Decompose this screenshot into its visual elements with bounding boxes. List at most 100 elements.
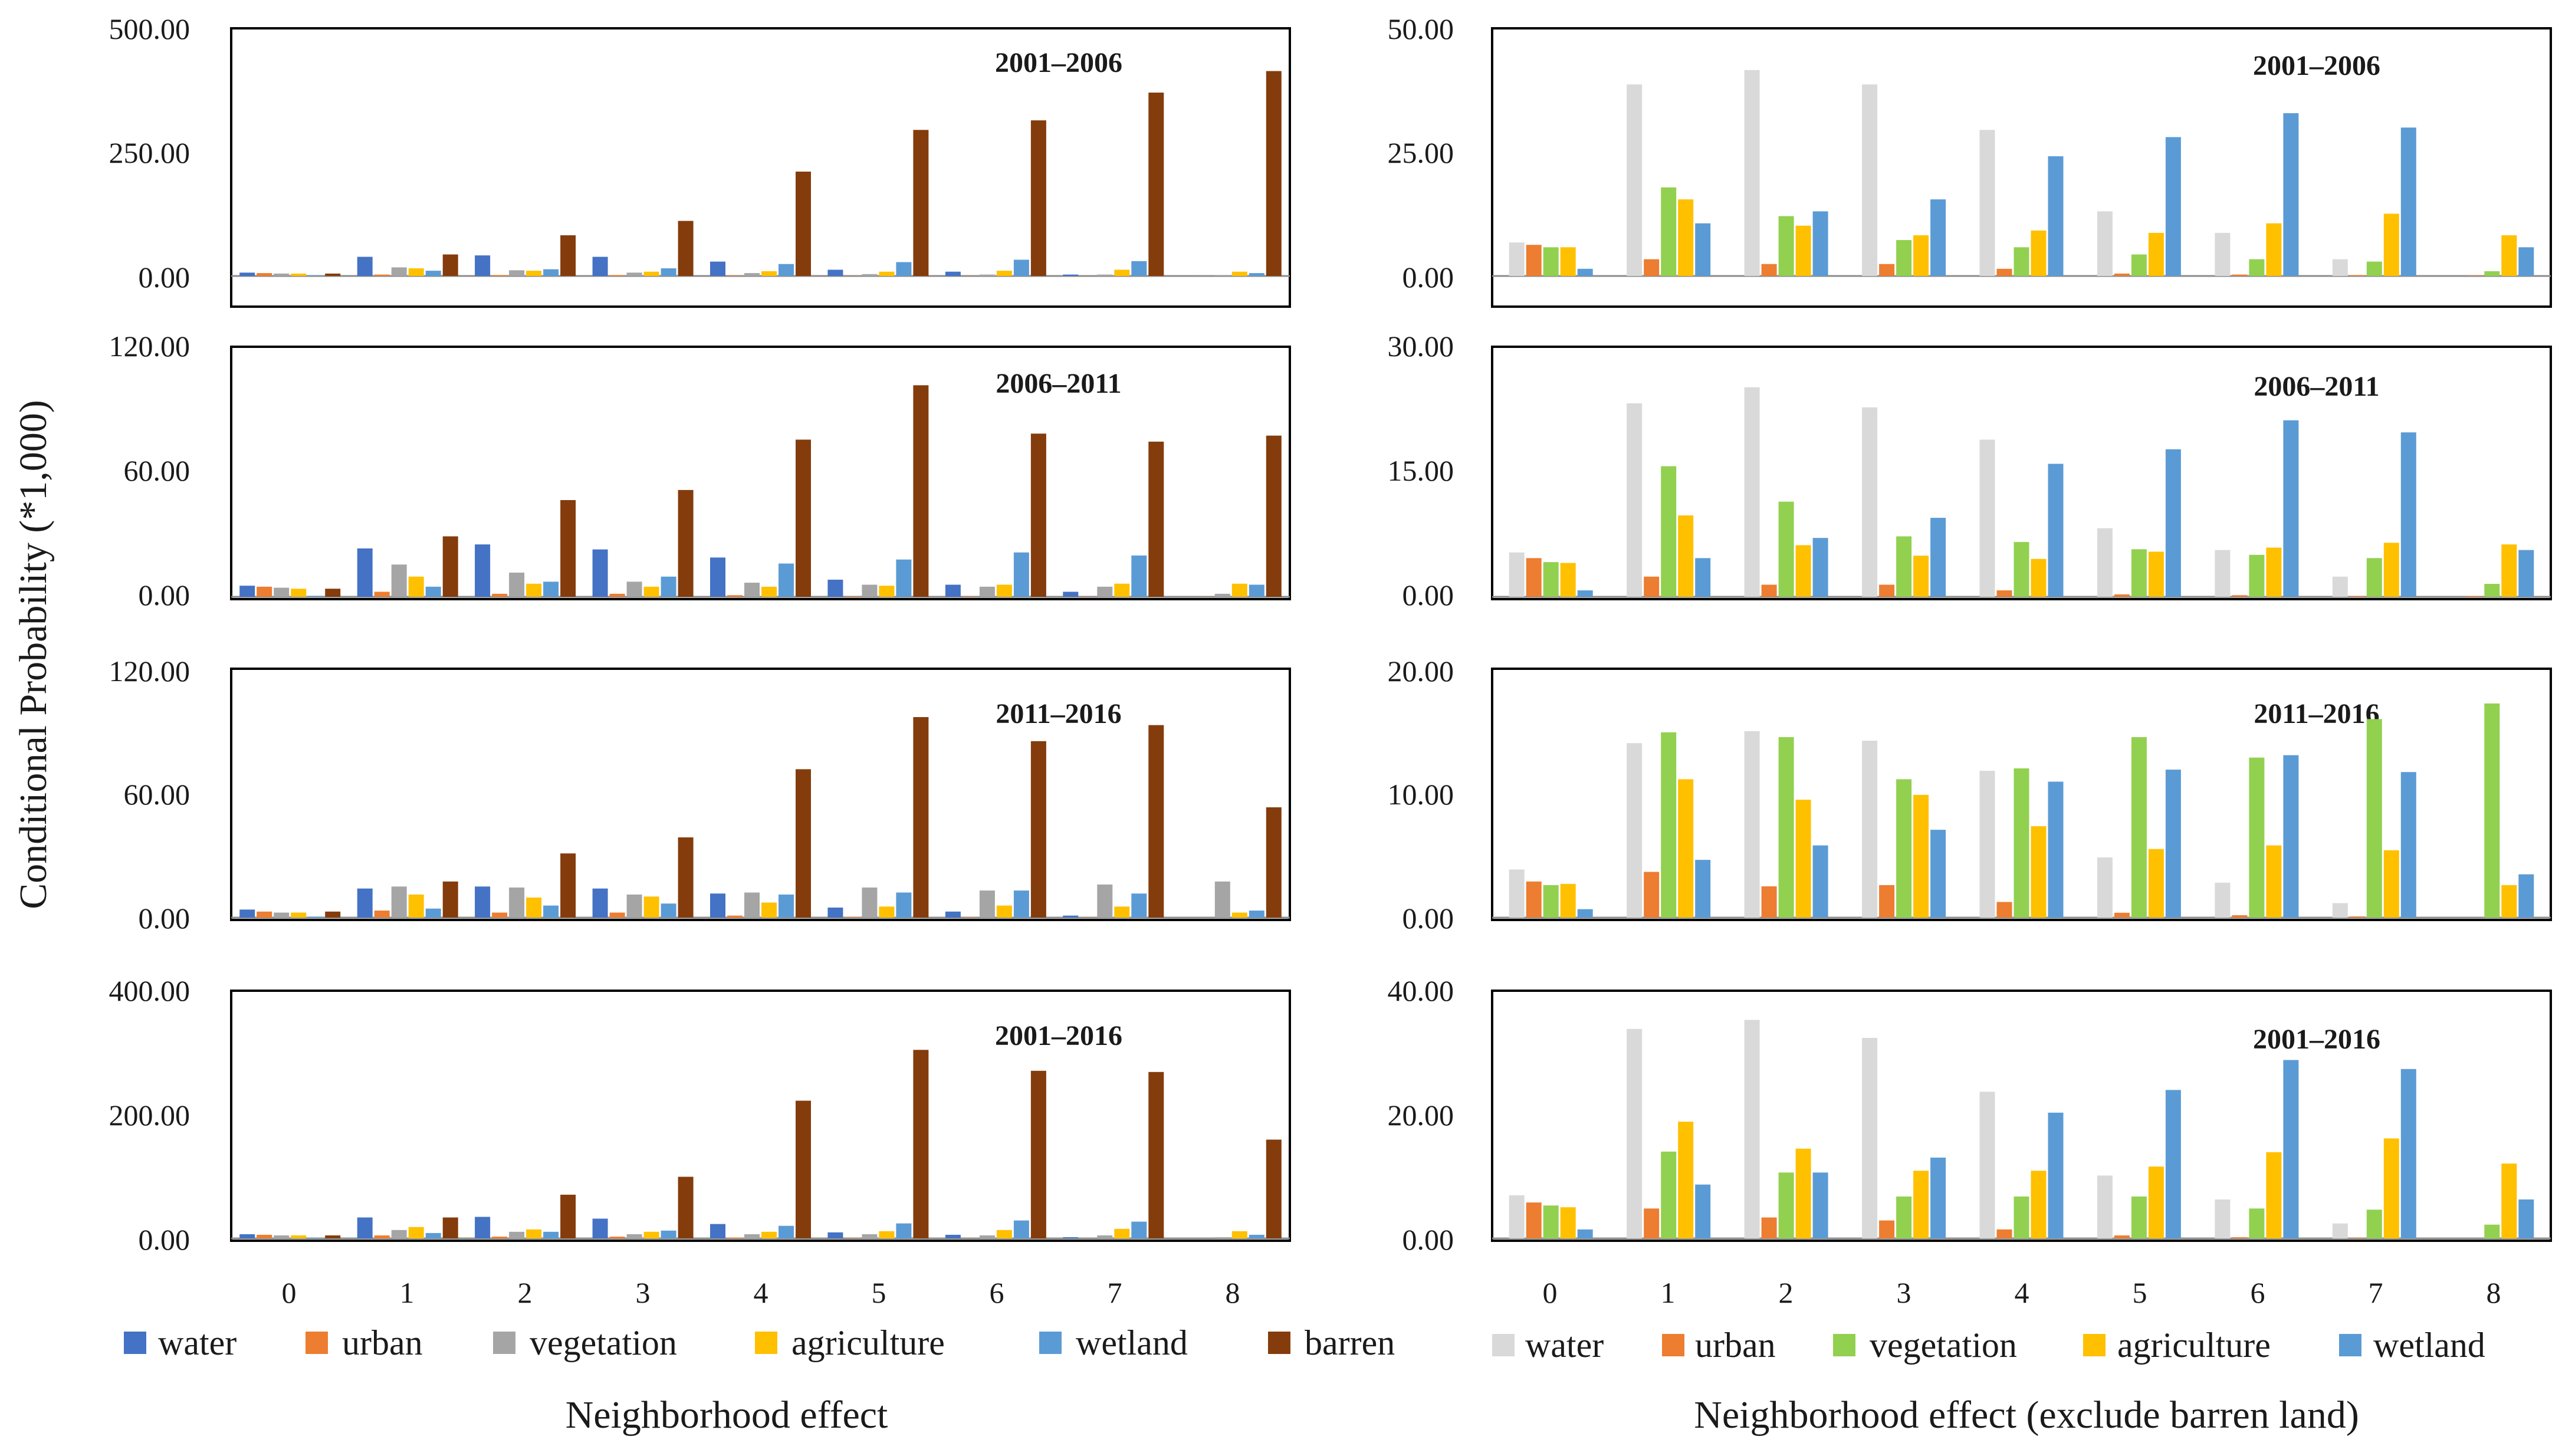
bar-vegetation-0 [1543, 885, 1559, 918]
bar-wetland-6 [2283, 113, 2299, 276]
bar-water-4 [710, 557, 725, 597]
y-tick-label: 0.00 [139, 1223, 190, 1256]
bar-urban-2 [492, 1237, 508, 1238]
bar-water-5 [827, 269, 843, 276]
bar-water-6 [2215, 1199, 2231, 1238]
bar-wetland-7 [1131, 261, 1147, 276]
bar-water-5 [2097, 528, 2113, 597]
bar-wetland-8 [2518, 1199, 2534, 1238]
x-tick-label: 4 [2015, 1276, 2029, 1309]
bar-agriculture-6 [2266, 223, 2282, 276]
bar-vegetation-8 [2484, 703, 2500, 918]
bar-agriculture-7 [1114, 906, 1130, 918]
bar-vegetation-2 [1778, 1172, 1794, 1238]
bar-urban-1 [374, 911, 390, 918]
bar-barren-8 [1266, 807, 1282, 918]
bar-barren-0 [325, 1235, 341, 1238]
panel-title: 2006–2011 [2254, 371, 2379, 402]
legend-label-water: water [158, 1323, 237, 1362]
bar-wetland-5 [2165, 449, 2181, 597]
bar-water-7 [1063, 915, 1079, 918]
panel-left-4: 2001–2016 400.00 200.00 0.00 [109, 974, 1291, 1256]
bar-agriculture-6 [996, 1230, 1012, 1238]
bar-agriculture-5 [2148, 849, 2164, 918]
bar-water-4 [1979, 130, 1995, 276]
bar-wetland-6 [2283, 420, 2299, 597]
panel-frame [1491, 668, 2552, 921]
x-tick-label: 6 [2251, 1276, 2265, 1309]
panel-title: 2011–2016 [2254, 698, 2379, 729]
bar-agriculture-6 [2266, 1152, 2282, 1238]
bar-agriculture-7 [1114, 1228, 1130, 1238]
bar-barren-5 [913, 717, 929, 918]
bar-barren-3 [678, 1176, 694, 1238]
bar-agriculture-4 [2031, 558, 2047, 597]
bar-wetland-3 [1930, 199, 1946, 276]
bar-vegetation-4 [2014, 768, 2029, 918]
panel-left-1: 2001–2006 500.00 250.00 0.00 [109, 12, 1291, 308]
panel-right-4: 2001–2016 40.00 20.00 0.00 [1388, 974, 2552, 1256]
bar-agriculture-6 [996, 905, 1012, 918]
bar-wetland-8 [2518, 550, 2534, 597]
bar-vegetation-3 [626, 272, 642, 276]
bar-water-5 [827, 580, 843, 597]
bar-water-6 [945, 584, 961, 597]
bar-agriculture-3 [1913, 556, 1929, 597]
bar-urban-5 [845, 596, 860, 597]
panel-frame [1491, 346, 2552, 600]
bar-water-6 [2215, 550, 2231, 597]
bar-agriculture-4 [2031, 1171, 2047, 1238]
bar-water-6 [2215, 882, 2231, 918]
bar-water-2 [475, 255, 491, 276]
y-tick-label: 120.00 [109, 655, 190, 688]
bar-water-5 [827, 1232, 843, 1238]
right-x-tick-labels: 0 1 2 3 4 5 6 7 8 [1543, 1276, 2501, 1309]
bar-water-4 [1979, 439, 1995, 597]
x-tick-label: 1 [400, 1276, 415, 1309]
bar-wetland-4 [779, 1225, 794, 1238]
bar-wetland-4 [779, 264, 794, 276]
bar-vegetation-6 [979, 586, 995, 597]
bar-vegetation-7 [2366, 719, 2382, 918]
bar-urban-6 [2232, 915, 2248, 918]
bar-vegetation-1 [391, 564, 407, 597]
bar-barren-1 [442, 1217, 458, 1238]
x-tick-label: 7 [1108, 1276, 1122, 1309]
bar-agriculture-0 [291, 1235, 307, 1238]
bar-agriculture-8 [1231, 271, 1247, 276]
bar-vegetation-4 [744, 583, 760, 597]
bar-barren-4 [796, 1100, 811, 1238]
bar-agriculture-1 [408, 1227, 424, 1238]
x-tick-label: 0 [282, 1276, 297, 1309]
bar-water-3 [592, 549, 608, 597]
bar-urban-5 [2114, 1235, 2130, 1238]
y-tick-label: 60.00 [124, 778, 190, 811]
bar-urban-1 [1644, 1208, 1660, 1239]
bar-barren-5 [913, 385, 929, 597]
bar-vegetation-2 [1778, 737, 1794, 918]
x-tick-label: 1 [1661, 1276, 1676, 1309]
bar-wetland-3 [661, 1230, 676, 1238]
bar-water-1 [1627, 743, 1643, 918]
bar-wetland-4 [2048, 464, 2064, 597]
x-tick-label: 3 [636, 1276, 651, 1309]
bar-water-2 [475, 886, 491, 918]
bar-vegetation-4 [2014, 1197, 2029, 1238]
y-tick-label: 0.00 [1402, 261, 1454, 294]
bar-wetland-4 [2048, 781, 2064, 918]
panel-frame [230, 27, 1291, 308]
bar-vegetation-8 [1214, 593, 1230, 597]
bar-agriculture-1 [408, 268, 424, 276]
bar-barren-1 [442, 254, 458, 276]
bar-vegetation-0 [274, 587, 290, 597]
bar-agriculture-6 [2266, 845, 2282, 918]
bar-wetland-2 [1812, 538, 1828, 597]
bar-urban-7 [2349, 596, 2365, 597]
bar-barren-3 [678, 221, 694, 276]
legend-swatch-water [124, 1332, 146, 1354]
bar-water-7 [2332, 903, 2348, 918]
legend-label-water: water [1525, 1326, 1604, 1365]
bar-wetland-1 [1695, 558, 1711, 597]
panel-frame [230, 346, 1291, 600]
bar-agriculture-4 [2031, 230, 2047, 276]
